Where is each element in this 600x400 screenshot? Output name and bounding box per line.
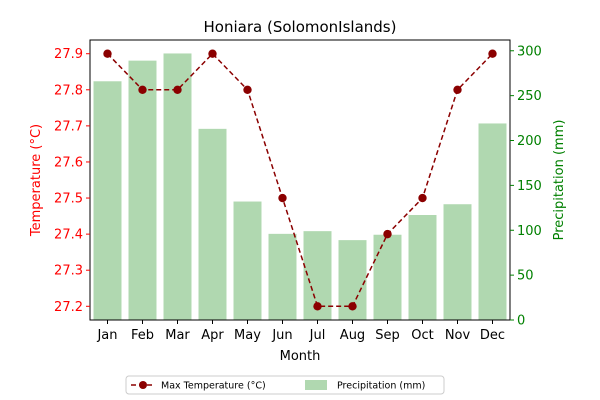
right-axis: 0 50 100 150 200 250 300 <box>510 44 542 329</box>
temperature-point <box>383 229 392 239</box>
plot-frame <box>89 39 511 321</box>
x-tick-label: Aug <box>340 328 365 343</box>
precipitation-bar <box>163 53 192 320</box>
temperature-point <box>453 85 462 94</box>
precipitation-bars <box>93 53 507 321</box>
temperature-line-group <box>103 49 497 311</box>
left-tick-label: 27.3 <box>54 264 83 279</box>
x-axis: Jan Feb Mar Apr May Jun Jul Aug Sep Oct Nov Dec <box>96 320 505 343</box>
precipitation-bar <box>128 60 157 321</box>
left-tick-label: 27.6 <box>54 155 83 170</box>
x-tick-label: Oct <box>411 328 433 343</box>
temperature-point <box>418 193 427 203</box>
legend-box <box>125 375 445 395</box>
x-tick-label: Jun <box>271 328 292 343</box>
temperature-point <box>103 49 112 58</box>
temperature-point <box>313 302 322 311</box>
temperature-point <box>348 302 357 311</box>
right-tick-label: 200 <box>517 134 542 149</box>
temperature-point <box>488 49 497 58</box>
x-tick-label: Apr <box>201 328 224 343</box>
x-tick-label: Sep <box>375 328 400 343</box>
temperature-point <box>173 85 182 94</box>
left-axis-label: Temperature (°C) <box>29 124 44 237</box>
x-tick-label: Feb <box>131 328 154 343</box>
temperature-line <box>106 52 494 308</box>
precipitation-bar <box>198 128 227 320</box>
x-tick-label: Nov <box>445 328 471 343</box>
chart-title: Honiara (SolomonIslands) <box>204 18 397 36</box>
legend-bar-swatch <box>305 380 327 390</box>
left-tick-label: 27.5 <box>54 192 83 207</box>
right-tick-label: 0 <box>517 314 525 329</box>
legend-label-temperature: Max Temperature (°C) <box>161 381 266 392</box>
right-axis-label: Precipitation (mm) <box>552 120 567 241</box>
x-tick-label: Jan <box>96 328 117 343</box>
temperature-point <box>138 85 147 94</box>
left-tick-label: 27.2 <box>54 300 83 315</box>
precipitation-bar <box>408 215 437 320</box>
right-tick-label: 50 <box>517 269 534 284</box>
precipitation-bar <box>268 233 297 320</box>
left-tick-label: 27.4 <box>54 228 83 243</box>
temperature-point <box>243 85 252 94</box>
left-tick-label: 27.7 <box>54 119 83 134</box>
left-axis: 27.2 27.3 27.4 27.5 27.6 27.7 27.8 27.9 <box>54 47 90 315</box>
temperature-point <box>278 193 287 203</box>
precipitation-bar <box>233 201 262 320</box>
precipitation-bar <box>443 204 472 320</box>
x-tick-label: Mar <box>165 328 190 343</box>
precipitation-bar <box>478 123 507 320</box>
legend-marker-swatch <box>139 381 147 389</box>
right-tick-label: 100 <box>517 224 542 239</box>
legend: Max Temperature (°C) Precipitation (mm) <box>125 375 445 395</box>
precipitation-bar <box>93 81 122 321</box>
left-tick-label: 27.9 <box>54 47 83 62</box>
right-tick-label: 250 <box>517 89 542 104</box>
legend-label-precipitation: Precipitation (mm) <box>337 381 425 392</box>
left-tick-label: 27.8 <box>54 83 83 98</box>
right-tick-label: 300 <box>517 44 542 59</box>
temperature-point <box>208 49 217 58</box>
x-tick-label: Jul <box>309 328 326 343</box>
right-tick-label: 150 <box>517 179 542 194</box>
precipitation-bar <box>373 234 402 320</box>
x-tick-label: May <box>234 328 261 343</box>
x-tick-label: Dec <box>480 328 505 343</box>
x-axis-label: Month <box>280 349 321 364</box>
